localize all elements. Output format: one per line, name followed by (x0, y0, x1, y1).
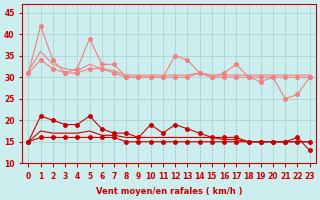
X-axis label: Vent moyen/en rafales ( km/h ): Vent moyen/en rafales ( km/h ) (96, 187, 242, 196)
